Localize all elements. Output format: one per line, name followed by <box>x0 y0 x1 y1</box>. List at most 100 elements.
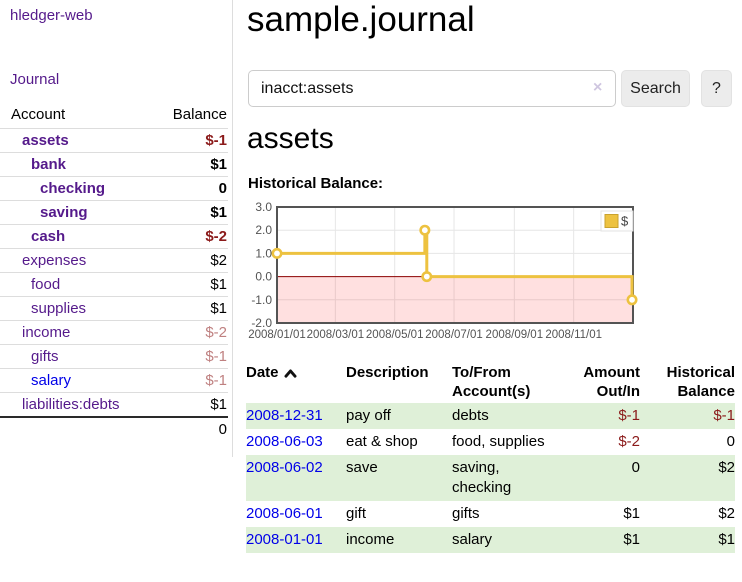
transaction-balance: $2 <box>718 459 735 476</box>
account-balance: 0 <box>155 176 228 201</box>
search-input[interactable] <box>248 70 616 107</box>
account-balance: $1 <box>155 152 228 177</box>
column-header-date[interactable]: Date <box>246 361 346 403</box>
transaction-accounts: salary <box>452 531 493 548</box>
accounts-total-row: 0 <box>0 416 228 441</box>
sidebar-account-link[interactable]: liabilities:debts <box>22 396 120 413</box>
chart-legend: $ <box>600 210 634 232</box>
transaction-accounts: gifts <box>452 505 480 522</box>
clear-search-icon[interactable]: × <box>593 79 603 96</box>
sidebar-account-link[interactable]: saving <box>40 204 88 221</box>
account-row: food $1 <box>0 272 228 297</box>
sidebar-account-link[interactable]: supplies <box>31 300 87 317</box>
account-row: salary $-1 <box>0 368 228 393</box>
account-row: gifts $-1 <box>0 344 228 369</box>
account-row: assets $-1 <box>0 128 228 153</box>
accounts-header-account: Account <box>11 106 66 123</box>
svg-text:2008/09/01: 2008/09/01 <box>486 329 544 341</box>
account-row: saving $1 <box>0 200 228 225</box>
sidebar: hledger-web Journal Account Balance asse… <box>0 0 233 457</box>
account-balance: $1 <box>155 296 228 321</box>
account-balance: $2 <box>155 248 228 273</box>
account-balance: $1 <box>155 392 228 417</box>
sidebar-account-link[interactable]: expenses <box>22 252 87 269</box>
legend-swatch <box>604 214 619 228</box>
sidebar-account-link[interactable]: assets <box>22 132 69 149</box>
accounts-total-balance: 0 <box>155 416 228 441</box>
transaction-row: 2008-06-02 save saving, checking 0 $2 <box>246 455 735 501</box>
transaction-row: 2008-06-01 gift gifts $1 $2 <box>246 501 735 527</box>
account-row: cash $-2 <box>0 224 228 249</box>
account-heading: assets <box>247 122 334 155</box>
account-balance: $-1 <box>155 128 228 153</box>
transactions-table: Date Description To/From Account(s) Amou… <box>246 361 735 553</box>
transaction-description: gift <box>346 505 367 522</box>
transaction-date-link[interactable]: 2008-06-02 <box>246 459 323 476</box>
legend-label: $ <box>621 214 629 229</box>
sidebar-account-link[interactable]: gifts <box>31 348 59 365</box>
accounts-header-balance: Balance <box>172 106 227 123</box>
transaction-amount: 0 <box>631 459 640 476</box>
transaction-date-link[interactable]: 2008-06-01 <box>246 505 323 522</box>
transaction-date-link[interactable]: 2008-06-03 <box>246 433 323 450</box>
historical-balance-chart: $3.0 2.0 1.0 0.0 -1.0 -2.0 2008/01/01 2008/03/0… <box>245 200 742 350</box>
sidebar-item-journal[interactable]: Journal <box>10 71 60 88</box>
transaction-amount: $1 <box>623 505 640 522</box>
account-row: bank $1 <box>0 152 228 177</box>
accounts-header-row: Account Balance <box>0 103 228 129</box>
column-header-balance[interactable]: Historical Balance <box>666 364 735 400</box>
transaction-accounts: debts <box>452 407 489 424</box>
transaction-accounts: saving, checking <box>452 459 512 496</box>
account-row: liabilities:debts $1 <box>0 392 228 417</box>
account-row: expenses $2 <box>0 248 228 273</box>
transaction-date-link[interactable]: 2008-01-01 <box>246 531 323 548</box>
svg-text:2.0: 2.0 <box>255 223 272 237</box>
account-balance: $-1 <box>155 344 228 369</box>
account-balance: $-2 <box>155 320 228 345</box>
sidebar-account-link[interactable]: food <box>31 276 61 293</box>
transaction-row: 2008-01-01 income salary $1 $1 <box>246 527 735 553</box>
transaction-row: 2008-12-31 pay off debts $-1 $-1 <box>246 403 735 429</box>
account-row: supplies $1 <box>0 296 228 321</box>
account-row: income $-2 <box>0 320 228 345</box>
account-balance: $-2 <box>155 224 228 249</box>
svg-text:2008/07/01: 2008/07/01 <box>425 329 483 341</box>
help-button[interactable]: ? <box>701 70 732 107</box>
column-header-description[interactable]: Description <box>346 364 429 381</box>
sidebar-account-link[interactable]: cash <box>31 228 66 245</box>
sidebar-account-link[interactable]: salary <box>31 372 72 389</box>
svg-text:2008/03/01: 2008/03/01 <box>307 329 365 341</box>
svg-text:1.0: 1.0 <box>255 246 272 260</box>
transaction-balance: $-1 <box>713 407 735 424</box>
transaction-description: income <box>346 531 395 548</box>
chart-title: Historical Balance: <box>248 175 384 192</box>
svg-text:2008/05/01: 2008/05/01 <box>366 329 424 341</box>
accounts-table: Account Balance assets $-1 bank $1 checking 0… <box>0 103 228 441</box>
account-balance: $1 <box>155 200 228 225</box>
sidebar-account-link[interactable]: income <box>22 324 71 341</box>
sidebar-account-link[interactable]: checking <box>40 180 106 197</box>
search-button[interactable]: Search <box>621 70 690 107</box>
app-brand-link[interactable]: hledger-web <box>10 7 93 24</box>
svg-text:2008/11/01: 2008/11/01 <box>545 329 602 341</box>
svg-text:3.0: 3.0 <box>255 202 272 214</box>
transaction-balance: $1 <box>718 531 735 548</box>
column-header-amount[interactable]: Amount Out/In <box>583 364 640 400</box>
svg-text:0.0: 0.0 <box>255 270 272 284</box>
transaction-balance: 0 <box>726 433 735 450</box>
sidebar-account-link[interactable]: bank <box>31 156 67 173</box>
column-header-accounts[interactable]: To/From Account(s) <box>452 364 531 400</box>
transaction-description: save <box>346 459 378 476</box>
transaction-description: eat & shop <box>346 433 418 450</box>
account-row: checking 0 <box>0 176 228 201</box>
transaction-description: pay off <box>346 407 391 424</box>
transaction-row: 2008-06-03 eat & shop food, supplies $-2 0 <box>246 429 735 455</box>
transaction-amount: $1 <box>623 531 640 548</box>
account-balance: $-1 <box>155 368 228 393</box>
account-balance: $1 <box>155 272 228 297</box>
svg-text:-1.0: -1.0 <box>251 293 272 307</box>
transaction-amount: $-1 <box>618 407 640 424</box>
transaction-date-link[interactable]: 2008-12-31 <box>246 407 323 424</box>
page-title: sample.journal <box>247 0 475 39</box>
